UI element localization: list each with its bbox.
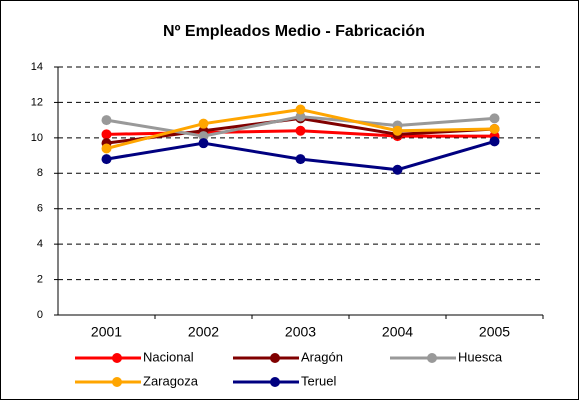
- x-tick-label: 2004: [382, 324, 413, 340]
- point: [101, 129, 112, 140]
- point: [295, 111, 306, 122]
- point: [101, 154, 112, 165]
- x-tick-label: 2003: [285, 324, 316, 340]
- y-tick-label: 6: [37, 203, 43, 215]
- chart-title: Nº Empleados Medio - Fabricación: [163, 23, 425, 40]
- point: [392, 125, 403, 136]
- y-tick-label: 4: [37, 238, 43, 250]
- legend-marker: [427, 353, 437, 363]
- point: [198, 118, 209, 129]
- legend-label: Huesca: [458, 349, 503, 364]
- point: [392, 164, 403, 175]
- legend-marker: [270, 377, 280, 387]
- point: [101, 143, 112, 154]
- point: [489, 113, 500, 124]
- legend-label: Teruel: [301, 373, 337, 388]
- y-tick-label: 2: [37, 273, 43, 285]
- x-tick-label: 2002: [188, 324, 219, 340]
- y-tick-label: 12: [31, 96, 43, 108]
- legend-marker: [112, 353, 122, 363]
- point: [198, 131, 209, 142]
- y-tick-label: 8: [37, 167, 43, 179]
- point: [295, 104, 306, 115]
- legend-label: Zaragoza: [143, 373, 199, 388]
- y-tick-label: 0: [37, 309, 43, 321]
- x-tick-label: 2005: [479, 324, 510, 340]
- point: [489, 124, 500, 134]
- legend-marker: [270, 353, 280, 363]
- y-tick-label: 14: [31, 61, 43, 73]
- point: [295, 154, 306, 165]
- legend-marker: [112, 377, 122, 387]
- legend-label: Aragón: [301, 349, 343, 364]
- point: [101, 115, 112, 126]
- legend-label: Nacional: [143, 349, 194, 364]
- y-tick-label: 10: [31, 132, 43, 144]
- point: [295, 125, 306, 136]
- point: [489, 136, 500, 147]
- x-tick-label: 2001: [91, 324, 122, 340]
- point: [198, 138, 209, 149]
